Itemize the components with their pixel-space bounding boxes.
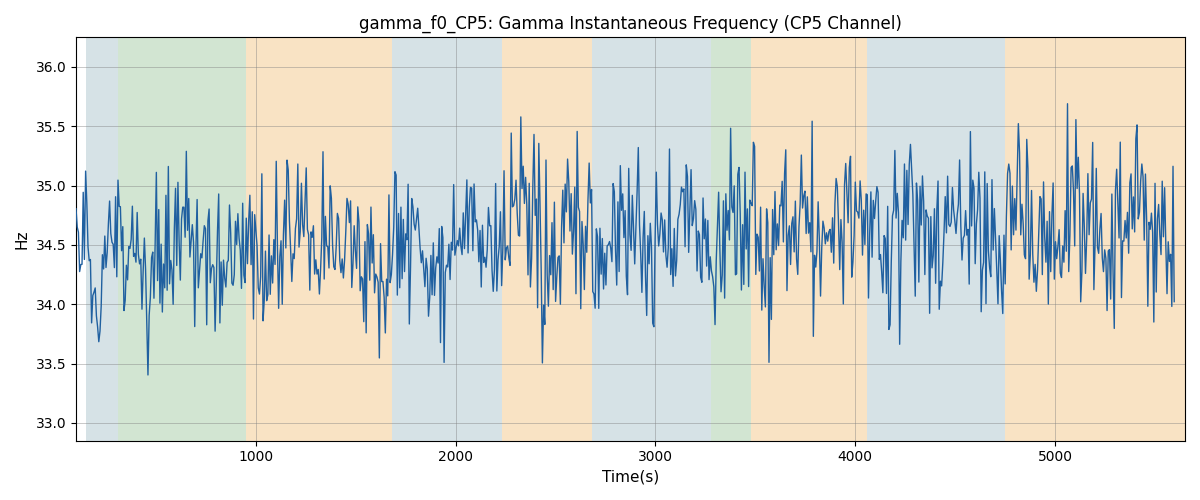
- Bar: [751, 38, 868, 440]
- Bar: [502, 38, 592, 440]
- Bar: [118, 38, 246, 440]
- Bar: [86, 38, 118, 440]
- Bar: [391, 38, 502, 440]
- Title: gamma_f0_CP5: Gamma Instantaneous Frequency (CP5 Channel): gamma_f0_CP5: Gamma Instantaneous Freque…: [359, 15, 902, 34]
- X-axis label: Time(s): Time(s): [602, 470, 659, 485]
- Bar: [712, 38, 751, 440]
- Y-axis label: Hz: Hz: [14, 230, 30, 249]
- Bar: [592, 38, 712, 440]
- Bar: [246, 38, 391, 440]
- Bar: [1006, 38, 1186, 440]
- Bar: [868, 38, 1006, 440]
